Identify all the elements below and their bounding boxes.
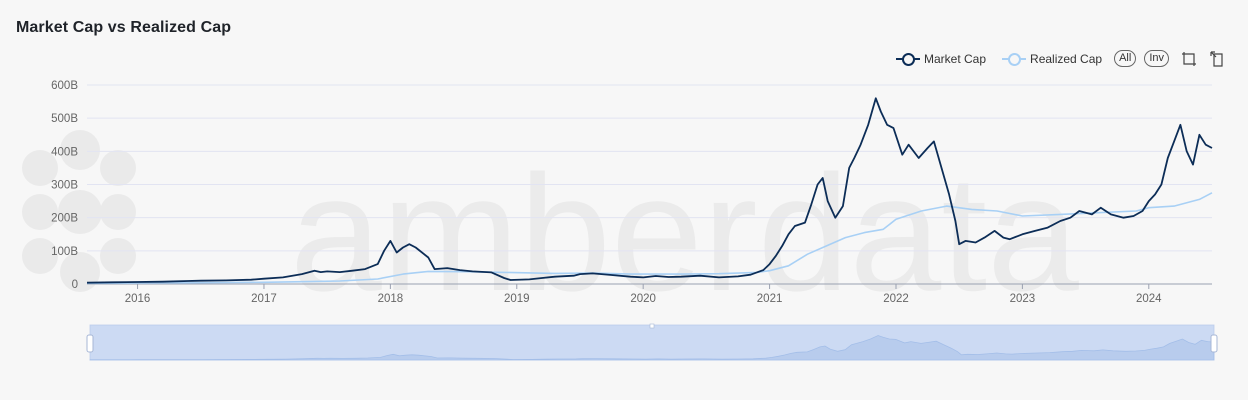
zoom-reset-icon[interactable] (1209, 50, 1225, 67)
slider-handle-left[interactable] (86, 334, 94, 353)
legend-label-realized-cap: Realized Cap (1030, 51, 1103, 66)
watermark-logo-dot-4 (58, 190, 102, 234)
plot-area (86, 97, 1213, 285)
slider-drag-grip[interactable] (649, 323, 655, 329)
x-tick-label-5: 2021 (757, 293, 783, 305)
zoom-area-icon[interactable] (1181, 51, 1197, 67)
watermark-logo-dot-0 (22, 150, 58, 186)
watermark-logo-dot-7 (60, 252, 100, 292)
y-axis: 0 100B 200B 300B 400B 500B 600B (51, 80, 78, 291)
slider-window[interactable] (90, 325, 1214, 360)
y-tick-label-2: 200B (51, 213, 78, 225)
watermark-logo-dot-8 (100, 238, 136, 274)
x-tick-label-4: 2020 (630, 293, 656, 305)
x-tick-label-6: 2022 (883, 293, 909, 305)
watermark-logo-dot-6 (22, 238, 58, 274)
y-tick-label-0: 0 (72, 279, 78, 291)
y-tick-label-4: 400B (51, 146, 78, 158)
y-tick-label-1: 100B (51, 246, 78, 258)
chart-legend: Market Cap Realized Cap All Inv (896, 50, 1225, 67)
x-tick-label-0: 2016 (125, 293, 151, 305)
y-tick-label-3: 300B (51, 180, 78, 192)
slider-preview-area (89, 335, 1215, 361)
y-tick-label-6: 600B (51, 80, 78, 92)
grid (87, 84, 1212, 285)
slider-handle-right[interactable] (1210, 334, 1218, 353)
watermark-text: amberdata (290, 141, 1079, 325)
x-tick-label-3: 2019 (504, 293, 530, 305)
legend-symbol-realized-cap (1002, 52, 1027, 66)
y-tick-label-5: 500B (51, 113, 78, 125)
legend-symbol-market-cap (896, 52, 920, 66)
data-zoom-slider[interactable] (86, 323, 1218, 361)
watermark-logo-dot-2 (100, 150, 136, 186)
legend-item-realized-cap[interactable]: Realized Cap (1002, 52, 1102, 66)
watermark: amberdata (22, 130, 1079, 325)
series-line-market-cap (86, 97, 1213, 284)
chart-title: Market Cap vs Realized Cap (16, 19, 232, 36)
watermark-logo-dot-5 (100, 194, 136, 230)
x-tick-label-1: 2017 (251, 293, 277, 305)
inverse-select-button[interactable]: Inv (1144, 50, 1169, 67)
legend-item-market-cap[interactable]: Market Cap (896, 52, 986, 66)
x-tick-label-7: 2023 (1010, 293, 1036, 305)
x-axis: 2016 2017 2018 2019 2020 2021 2022 2023 2024 (125, 284, 1162, 305)
watermark-logo-dot-1 (60, 130, 100, 170)
series-line-realized-cap (86, 192, 1213, 285)
x-tick-label-8: 2024 (1136, 293, 1162, 305)
watermark-logo-dot-3 (22, 194, 58, 230)
x-tick-label-2: 2018 (378, 293, 404, 305)
select-all-button[interactable]: All (1114, 50, 1137, 67)
legend-label-market-cap: Market Cap (924, 51, 987, 66)
